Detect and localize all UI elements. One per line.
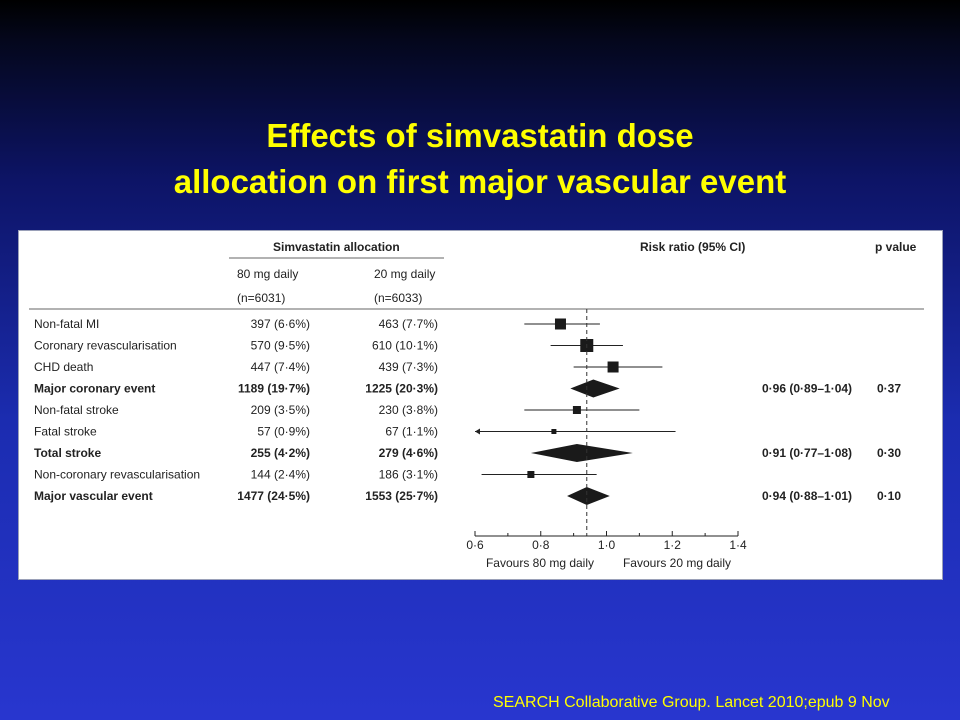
row-label: Non-coronary revascularisation — [34, 468, 200, 482]
point-estimate-square — [554, 318, 566, 330]
row-count-80mg: 144 (2·4%) — [251, 468, 310, 482]
row-count-80mg: 1189 (19·7%) — [238, 382, 310, 396]
p-value-header: p value — [875, 240, 917, 254]
row-count-20mg: 230 (3·8%) — [379, 403, 438, 417]
forest-plot: Simvastatin allocation 80 mg daily (n=60… — [29, 240, 924, 570]
point-estimate-square — [572, 406, 581, 414]
axis-layer: 0·6 0·8 1·0 1·2 1·4 Favours 80 mg daily Favour… — [466, 309, 747, 570]
point-estimate-square — [551, 429, 557, 434]
row-count-20mg: 279 (4·6%) — [379, 446, 438, 460]
x-tick-label: 0·8 — [532, 538, 550, 552]
row-label: Coronary revascularisation — [34, 339, 177, 353]
col1-header-n: (n=6031) — [237, 291, 285, 305]
x-tick-label: 1·4 — [729, 538, 747, 552]
x-tick-label: 1·2 — [664, 538, 682, 552]
forest-plot-panel: Simvastatin allocation 80 mg daily (n=60… — [18, 230, 943, 580]
row-count-20mg: 463 (7·7%) — [379, 317, 438, 331]
favours-right-label: Favours 20 mg daily — [623, 556, 731, 570]
row-label: Major coronary event — [34, 382, 155, 396]
favours-left-label: Favours 80 mg daily — [486, 556, 594, 570]
summary-diamond — [570, 379, 620, 398]
title-line-2: allocation on first major vascular event — [173, 163, 787, 200]
point-estimate-square — [527, 471, 535, 478]
row-count-20mg: 610 (10·1%) — [372, 339, 438, 353]
row-label: Fatal stroke — [34, 425, 97, 439]
row-count-80mg: 570 (9·5%) — [251, 339, 310, 353]
col1-header-name: 80 mg daily — [237, 267, 298, 281]
slide-title: Effects of simvastatin dose allocation o… — [0, 113, 960, 205]
col2-header-name: 20 mg daily — [374, 267, 435, 281]
rows-layer: Non-fatal MI 397 (6·6%) 463 (7·7%) Coronary… — [34, 317, 901, 505]
point-estimate-square — [607, 361, 619, 373]
row-count-80mg: 255 (4·2%) — [251, 446, 310, 460]
summary-diamond — [530, 444, 633, 462]
risk-ratio-header: Risk ratio (95% CI) — [640, 240, 745, 254]
row-label: Total stroke — [34, 446, 101, 460]
row-count-20mg: 439 (7·3%) — [379, 360, 438, 374]
row-ci-text: 0·91 (0·77–1·08) — [762, 446, 852, 460]
row-count-20mg: 1225 (20·3%) — [365, 382, 438, 396]
x-tick-label: 0·6 — [466, 538, 484, 552]
row-count-80mg: 57 (0·9%) — [257, 425, 310, 439]
citation: SEARCH Collaborative Group. Lancet 2010;… — [493, 694, 890, 711]
row-p-value: 0·37 — [877, 382, 901, 396]
row-p-value: 0·10 — [877, 489, 901, 503]
row-ci-text: 0·96 (0·89–1·04) — [762, 382, 852, 396]
group-header: Simvastatin allocation — [273, 240, 400, 254]
row-count-20mg: 67 (1·1%) — [385, 425, 438, 439]
row-label: Non-fatal stroke — [34, 403, 119, 417]
row-p-value: 0·30 — [877, 446, 901, 460]
ci-arrow — [475, 428, 480, 435]
row-count-20mg: 1553 (25·7%) — [365, 489, 438, 503]
row-count-80mg: 447 (7·4%) — [251, 360, 310, 374]
col2-header-n: (n=6033) — [374, 291, 422, 305]
row-label: Non-fatal MI — [34, 317, 99, 331]
x-tick-label: 1·0 — [598, 538, 616, 552]
row-ci-text: 0·94 (0·88–1·01) — [762, 489, 852, 503]
row-count-80mg: 397 (6·6%) — [251, 317, 310, 331]
row-label: Major vascular event — [34, 489, 153, 503]
row-count-80mg: 1477 (24·5%) — [237, 489, 310, 503]
summary-diamond — [567, 487, 610, 505]
row-label: CHD death — [34, 360, 93, 374]
row-count-80mg: 209 (3·5%) — [251, 403, 310, 417]
title-line-1: Effects of simvastatin dose — [266, 117, 694, 154]
row-count-20mg: 186 (3·1%) — [379, 468, 438, 482]
